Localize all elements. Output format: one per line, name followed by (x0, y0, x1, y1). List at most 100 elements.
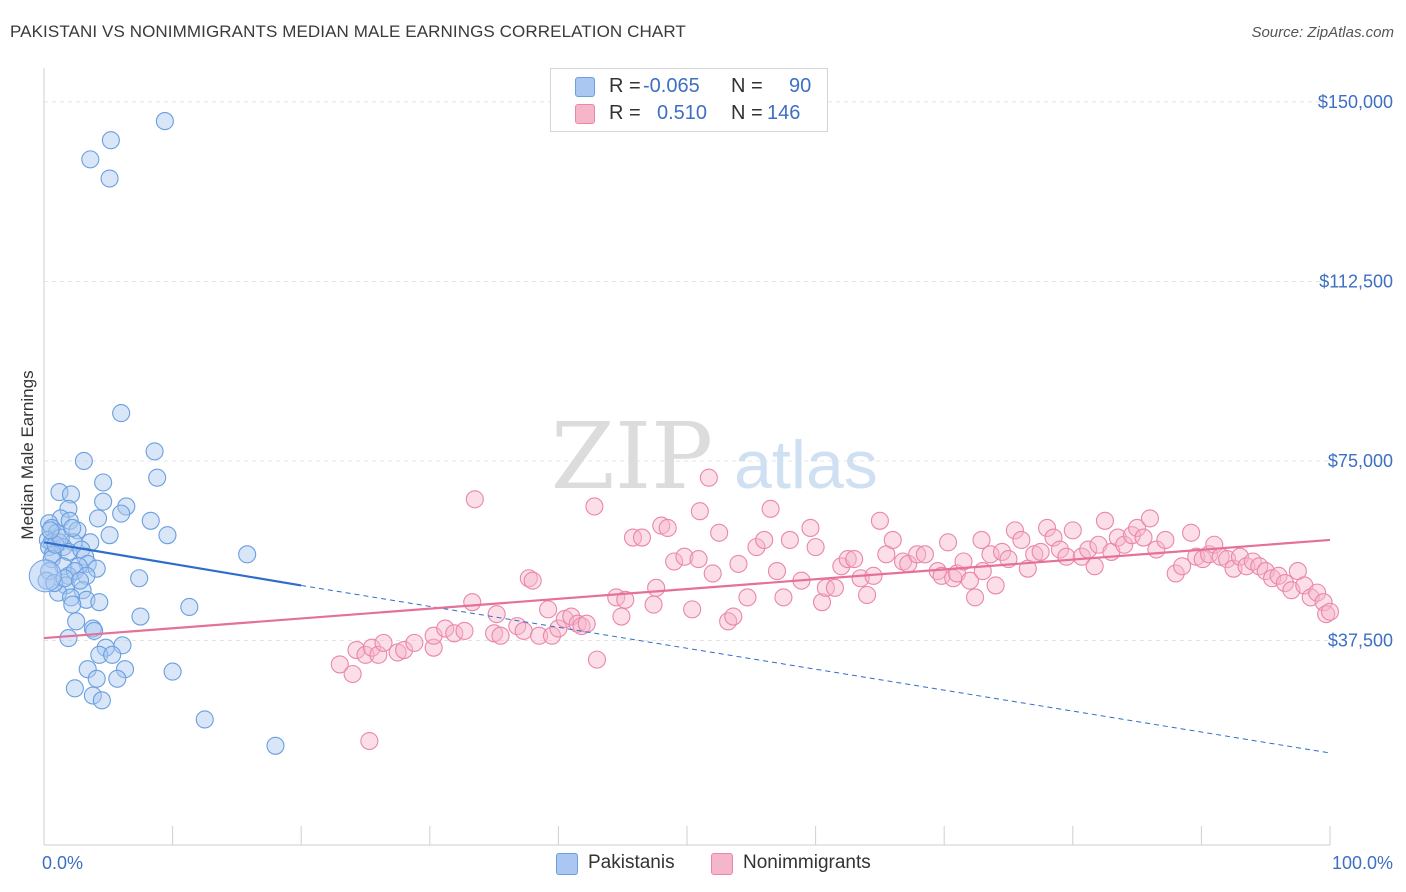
data-point (806, 538, 825, 557)
data-point (683, 600, 702, 619)
data-point (1275, 573, 1295, 593)
data-point (112, 504, 131, 523)
data-point (530, 626, 549, 645)
data-point (915, 545, 934, 564)
data-point (67, 612, 86, 631)
data-point (738, 588, 757, 607)
data-point (539, 600, 558, 619)
axes (43, 68, 1331, 846)
data-point (487, 605, 506, 624)
data-point (1156, 530, 1175, 550)
data-point (577, 614, 596, 633)
data-point (436, 619, 455, 638)
data-point (1182, 523, 1201, 542)
data-point (724, 607, 743, 626)
data-point (130, 569, 149, 588)
data-point (993, 542, 1012, 561)
data-point (360, 731, 379, 751)
data-point (1050, 540, 1069, 559)
source-label: Source: ZipAtlas.com (1251, 24, 1394, 41)
data-point (74, 451, 93, 471)
nonimmigrants-points (330, 468, 1340, 751)
data-point (954, 552, 973, 571)
data-point (155, 112, 174, 131)
data-point (145, 442, 164, 461)
data-point (1005, 521, 1024, 540)
pakistanis-trend-line (43, 541, 302, 587)
data-point (755, 530, 774, 550)
trend-lines (43, 538, 1331, 754)
data-point (94, 492, 113, 511)
data-point (180, 597, 199, 617)
data-point (747, 538, 766, 557)
data-point (356, 645, 375, 664)
data-point (932, 566, 951, 585)
data-point (585, 497, 604, 516)
data-point (70, 571, 90, 590)
legend-n-value: 90 (789, 75, 812, 97)
data-point (812, 593, 832, 612)
legend-swatch-pakistanis (575, 77, 595, 97)
data-point (801, 518, 820, 538)
data-point (148, 468, 167, 487)
data-point (632, 528, 652, 547)
legend-n-label: N = (731, 75, 763, 97)
data-point (1115, 535, 1134, 554)
data-point (405, 633, 424, 652)
data-point (65, 562, 84, 581)
data-point (972, 530, 991, 550)
data-point (644, 595, 663, 614)
data-point (1072, 547, 1091, 566)
data-point (699, 468, 718, 487)
data-point (1108, 528, 1127, 547)
data-point (28, 559, 62, 593)
data-point (455, 621, 474, 640)
data-point (59, 629, 78, 648)
data-point (1038, 518, 1057, 538)
data-point (92, 691, 111, 710)
data-point (1128, 518, 1147, 538)
data-point (63, 595, 82, 614)
data-point (857, 585, 877, 605)
data-point (689, 550, 708, 569)
y-tick-label: $75,000 (1328, 451, 1393, 471)
legend-r-value: -0.065 (643, 75, 700, 97)
data-point (108, 669, 127, 688)
data-point (78, 660, 97, 679)
bottom-legend-swatch-pakistanis (556, 853, 578, 875)
data-point (658, 518, 677, 538)
data-point (1269, 566, 1288, 585)
data-point (141, 511, 160, 530)
data-point (612, 607, 631, 626)
legend: R = -0.065 N = 90 R = 0.510 N = 146 (550, 68, 828, 132)
data-point (81, 150, 100, 169)
data-point (870, 511, 889, 530)
data-point (424, 626, 443, 645)
data-point (83, 686, 102, 705)
data-point (1012, 530, 1031, 550)
data-point (1134, 528, 1153, 547)
data-point (94, 473, 113, 492)
data-point (395, 641, 414, 660)
data-point (1320, 602, 1340, 621)
data-point (100, 526, 119, 545)
chart-title: PAKISTANI VS NONIMMIGRANTS MEDIAN MALE E… (10, 22, 686, 41)
data-point (238, 545, 257, 564)
data-point (729, 554, 748, 573)
data-point (719, 612, 738, 631)
data-point (908, 545, 927, 564)
data-point (845, 550, 864, 569)
data-point (131, 607, 150, 626)
bottom-legend-label: Pakistanis (588, 852, 675, 873)
data-point (939, 533, 958, 552)
data-point (87, 559, 106, 578)
data-point (60, 511, 79, 530)
data-point (774, 588, 793, 607)
data-point (158, 526, 177, 545)
data-point (767, 562, 787, 581)
watermark-atlas: atlas (734, 427, 878, 503)
data-point (61, 485, 81, 504)
data-point (966, 588, 985, 607)
pakistanis-trend-extension (301, 584, 1331, 754)
data-point (63, 518, 82, 538)
